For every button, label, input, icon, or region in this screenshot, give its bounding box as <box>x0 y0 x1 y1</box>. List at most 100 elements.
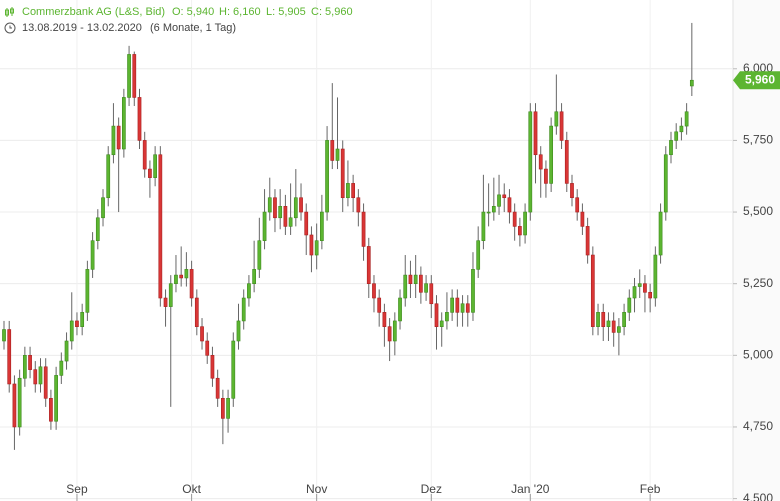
candle-body <box>299 197 303 213</box>
candle-body <box>346 183 350 199</box>
candle-body <box>679 125 684 133</box>
candle-body <box>43 366 48 399</box>
candle-body <box>28 355 32 370</box>
summary-high: H: 6,160 <box>219 6 261 18</box>
candle-body <box>590 254 595 327</box>
y-tick-label: 5,250 <box>743 276 773 290</box>
x-tick-label: Feb <box>640 482 661 496</box>
candle-body <box>221 398 225 419</box>
candle-body <box>575 197 580 213</box>
candle-body <box>85 269 90 313</box>
date-range: 13.08.2019 - 13.02.2020 <box>22 22 142 34</box>
candle-body <box>523 211 527 236</box>
candle-body <box>106 154 111 199</box>
candle-body <box>669 140 673 156</box>
candle-body <box>215 377 220 399</box>
candle-body <box>12 383 17 428</box>
candle-body <box>497 194 501 207</box>
candle-body <box>320 211 324 242</box>
candle-body <box>236 320 241 342</box>
candle-body <box>507 197 512 213</box>
candle-body <box>49 398 53 422</box>
candle-body <box>90 240 95 270</box>
candle-body <box>502 194 507 199</box>
candle-body <box>7 329 12 385</box>
candle-body <box>153 154 157 178</box>
candle-body <box>101 197 105 219</box>
candle-body <box>335 148 340 161</box>
candle-body <box>413 274 418 284</box>
candle-body <box>137 97 142 141</box>
candle-body <box>455 297 460 313</box>
candle-body <box>491 206 496 213</box>
candle-body <box>366 246 371 284</box>
candle-body <box>606 320 611 327</box>
candle-body <box>194 297 199 327</box>
candle-body <box>434 303 439 327</box>
candle-body <box>637 283 642 287</box>
candle-body <box>460 303 465 313</box>
candle-body <box>476 240 481 270</box>
candle-body <box>226 398 230 419</box>
candle-body <box>278 206 283 219</box>
candle-body <box>69 320 74 342</box>
candle-body <box>439 320 444 327</box>
last-value-tag <box>733 71 780 90</box>
candle-body <box>22 355 27 379</box>
candle-body <box>158 154 163 299</box>
candle-body <box>392 320 397 342</box>
candle-body <box>689 79 694 87</box>
candle-body <box>200 326 204 342</box>
y-tick-label: 4,500 <box>743 491 773 501</box>
candle-body <box>309 234 314 256</box>
candle-body <box>580 211 585 227</box>
candle-body <box>148 168 152 178</box>
candle-body <box>544 168 548 184</box>
y-tick-label: 5,750 <box>743 133 773 147</box>
x-tick-label: Dez <box>421 482 442 496</box>
candle-body <box>142 140 147 170</box>
candle-body <box>424 283 428 293</box>
candle-body <box>450 297 455 313</box>
candle-body <box>116 125 121 150</box>
candle-body <box>538 154 543 170</box>
candle-body <box>601 312 606 327</box>
candle-body <box>247 283 251 299</box>
candle-body <box>64 340 69 362</box>
candle-body <box>429 283 434 305</box>
x-tick-label: Okt <box>182 482 201 496</box>
candle-body <box>627 297 632 313</box>
y-tick-label: 5,500 <box>743 204 773 218</box>
candle-body <box>653 254 658 299</box>
candle-body <box>486 211 491 214</box>
candle-body <box>361 211 366 247</box>
candle-body <box>643 283 647 293</box>
candle-body <box>533 111 538 156</box>
candle-body <box>262 211 267 242</box>
last-value-label: 5,960 <box>745 72 775 86</box>
candle-body <box>132 54 137 98</box>
candle-body <box>267 197 272 213</box>
candle-body <box>377 297 382 313</box>
candle-body <box>330 140 335 161</box>
candle-body <box>617 326 621 333</box>
summary-open: O: 5,940 <box>172 6 214 18</box>
candle-body <box>163 297 168 307</box>
candle-body <box>205 340 210 356</box>
summary-low: L: 5,905 <box>266 6 306 18</box>
candle-body <box>252 269 256 284</box>
header: Commerzbank AG (L&S, Bid) O: 5,940 H: 6,… <box>4 6 353 34</box>
y-tick-label: 5,000 <box>743 347 773 361</box>
candle-body <box>465 303 470 313</box>
candle-body <box>304 211 309 236</box>
candle-body <box>408 274 413 284</box>
candle-body <box>684 111 689 127</box>
candle-body <box>273 197 277 219</box>
x-tick-label: Sep <box>66 482 88 496</box>
candle-body <box>611 320 616 333</box>
candle-body <box>174 274 178 284</box>
candle-body <box>314 240 319 256</box>
candle-body <box>111 125 116 156</box>
